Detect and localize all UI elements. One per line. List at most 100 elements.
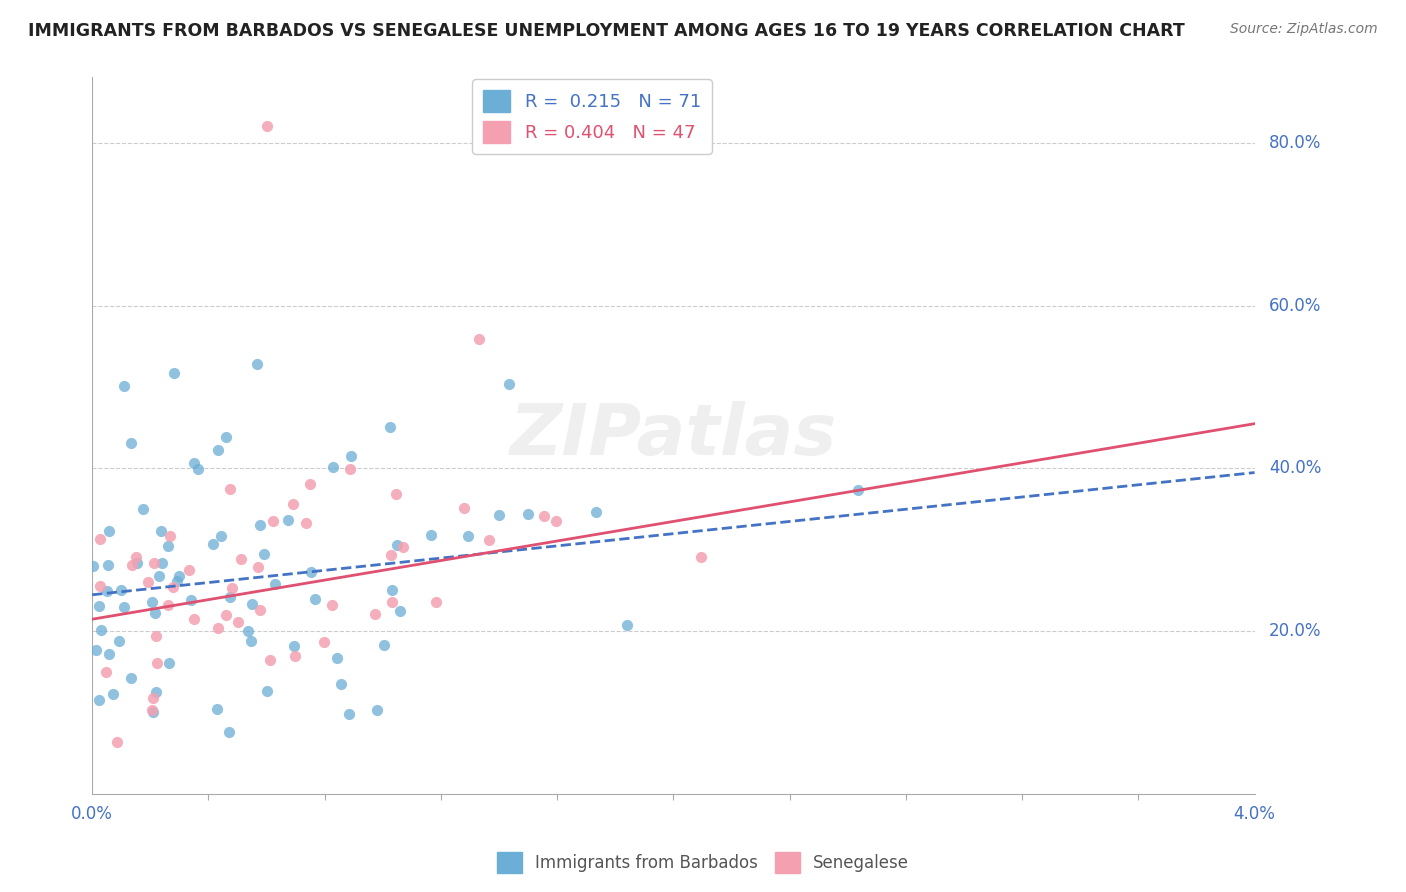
Point	[381, 595, 404, 609]
Point	[242, 597, 264, 611]
Point	[381, 583, 404, 598]
Point	[214, 430, 236, 444]
Point	[141, 703, 163, 717]
Point	[304, 592, 326, 607]
Point	[239, 634, 262, 648]
Text: Source: ZipAtlas.com: Source: ZipAtlas.com	[1230, 22, 1378, 37]
Point	[156, 598, 179, 612]
Point	[112, 600, 135, 615]
Point	[209, 528, 232, 542]
Point	[366, 702, 388, 716]
Point	[207, 442, 229, 457]
Point	[544, 514, 567, 528]
Point	[226, 615, 249, 629]
Point	[183, 612, 205, 626]
Point	[246, 357, 269, 371]
Point	[131, 501, 153, 516]
Point	[89, 579, 111, 593]
Point	[689, 550, 711, 565]
Point	[120, 672, 142, 686]
Point	[89, 599, 111, 613]
Point	[219, 482, 242, 496]
Point	[326, 651, 349, 665]
Point	[340, 450, 363, 464]
Point	[142, 706, 165, 720]
Point	[256, 684, 278, 698]
Point	[249, 518, 271, 533]
Point	[146, 656, 169, 670]
Point	[299, 565, 322, 579]
Point	[125, 557, 148, 571]
Point	[229, 552, 252, 566]
Point	[385, 487, 408, 501]
Point	[159, 529, 181, 543]
Text: 20.0%: 20.0%	[1270, 623, 1322, 640]
Point	[156, 539, 179, 553]
Point	[388, 604, 411, 618]
Point	[330, 676, 353, 690]
Point	[380, 420, 402, 434]
Point	[339, 461, 361, 475]
Point	[262, 514, 284, 528]
Point	[187, 462, 209, 476]
Point	[183, 456, 205, 470]
Point	[380, 548, 402, 562]
Point	[120, 436, 142, 450]
Text: 80.0%: 80.0%	[1270, 134, 1322, 152]
Point	[89, 532, 111, 546]
Text: 40.0%: 40.0%	[1270, 459, 1322, 477]
Point	[498, 376, 520, 391]
Point	[533, 508, 555, 523]
Point	[281, 496, 304, 510]
Point	[98, 524, 121, 538]
Text: ZIPatlas: ZIPatlas	[510, 401, 837, 470]
Point	[478, 533, 501, 547]
Point	[148, 569, 170, 583]
Point	[339, 707, 361, 722]
Point	[277, 513, 299, 527]
Point	[420, 527, 443, 541]
Point	[143, 556, 166, 570]
Text: 60.0%: 60.0%	[1270, 296, 1322, 315]
Point	[157, 656, 180, 670]
Point	[295, 516, 318, 530]
Point	[214, 607, 236, 622]
Point	[121, 558, 143, 573]
Point	[321, 598, 343, 612]
Point	[163, 366, 186, 380]
Point	[221, 582, 243, 596]
Point	[180, 592, 202, 607]
Point	[97, 558, 120, 572]
Point	[299, 477, 322, 491]
Point	[392, 540, 415, 554]
Point	[467, 332, 489, 346]
Point	[166, 574, 188, 589]
Point	[114, 379, 136, 393]
Point	[108, 634, 131, 648]
Text: IMMIGRANTS FROM BARBADOS VS SENEGALESE UNEMPLOYMENT AMONG AGES 16 TO 19 YEARS CO: IMMIGRANTS FROM BARBADOS VS SENEGALESE U…	[28, 22, 1185, 40]
Point	[162, 580, 184, 594]
Point	[90, 623, 112, 637]
Point	[457, 529, 479, 543]
Legend: R =  0.215   N = 71, R = 0.404   N = 47: R = 0.215 N = 71, R = 0.404 N = 47	[472, 79, 711, 154]
Point	[249, 603, 271, 617]
Point	[125, 549, 148, 564]
Point	[177, 563, 200, 577]
Point	[585, 505, 607, 519]
Point	[84, 643, 107, 657]
Point	[264, 576, 287, 591]
Point	[322, 460, 344, 475]
Legend: Immigrants from Barbados, Senegalese: Immigrants from Barbados, Senegalese	[491, 846, 915, 880]
Point	[616, 618, 638, 632]
Point	[253, 547, 276, 561]
Point	[142, 691, 165, 706]
Point	[425, 595, 447, 609]
Point	[236, 624, 259, 639]
Point	[145, 684, 167, 698]
Point	[201, 537, 224, 551]
Point	[373, 638, 395, 652]
Point	[256, 120, 278, 134]
Point	[110, 582, 132, 597]
Point	[453, 500, 475, 515]
Point	[89, 693, 111, 707]
